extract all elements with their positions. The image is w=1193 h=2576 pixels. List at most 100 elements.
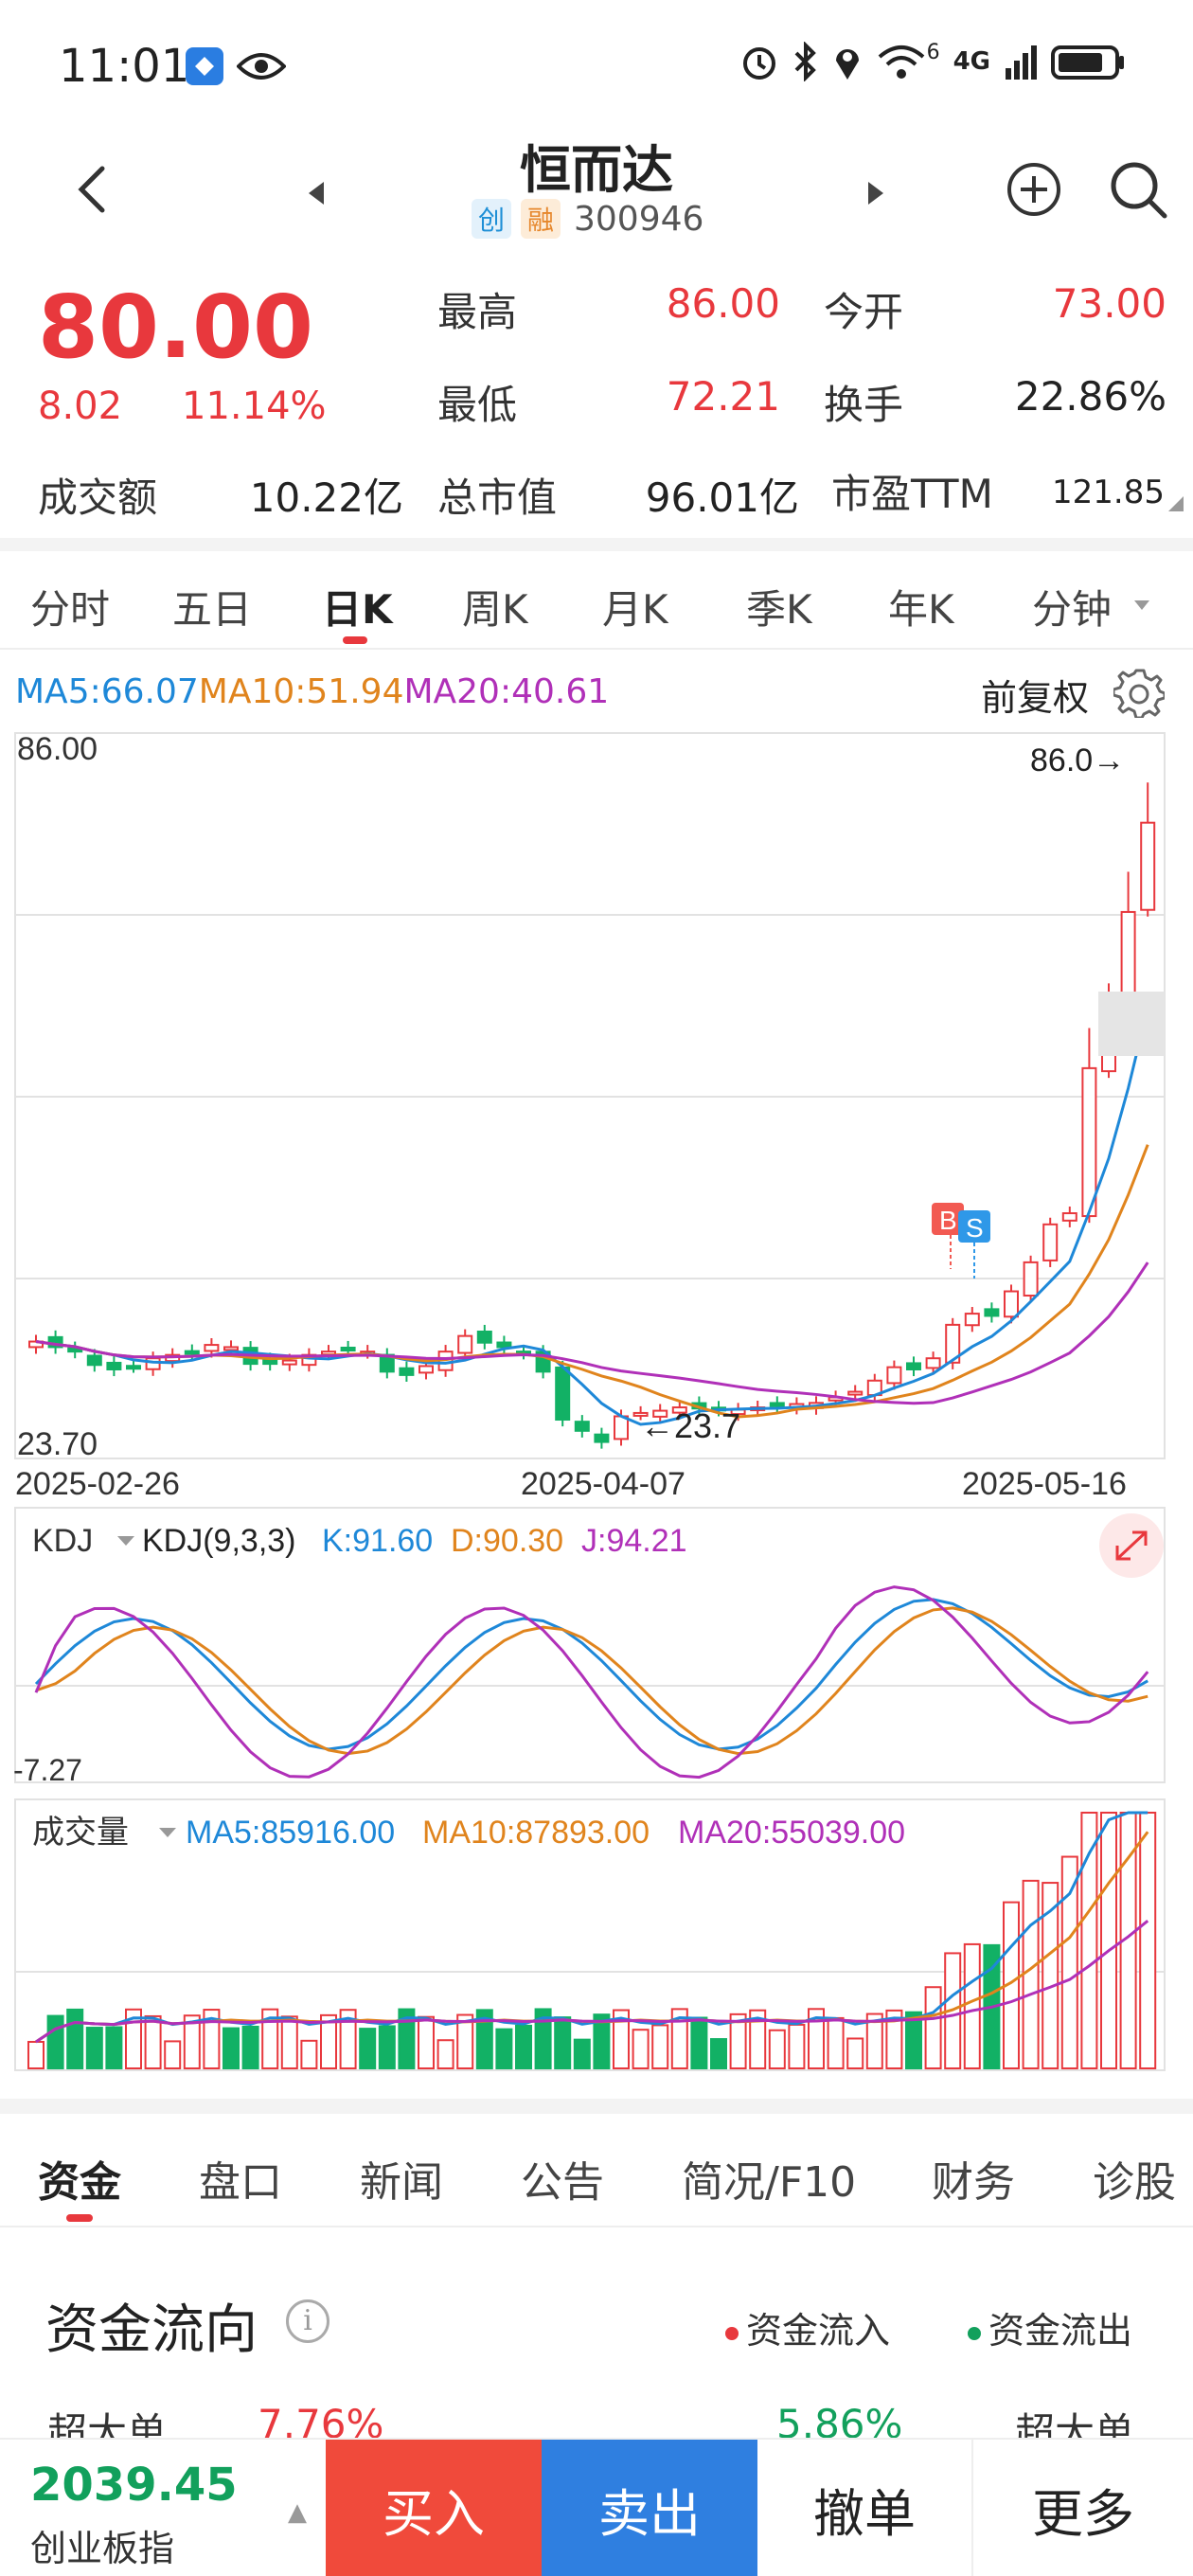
volume-bar	[418, 2015, 435, 2070]
tab-quarterly-k[interactable]: 季K	[746, 586, 812, 633]
volume-bar	[593, 2013, 611, 2070]
candle-body	[1140, 821, 1156, 911]
tab-finance[interactable]: 财务	[932, 2158, 1015, 2207]
candle-body	[67, 1347, 83, 1353]
network-label: 4G	[953, 47, 990, 76]
volume-bar	[515, 2024, 532, 2069]
prev-stock-icon[interactable]	[305, 180, 326, 206]
inflow-dot	[725, 2326, 739, 2340]
tab-profile[interactable]: 简况/F10	[682, 2158, 857, 2207]
kdj-j-line	[34, 1585, 1149, 1780]
kline-chart[interactable]: 86.00 23.70 86.0→ ←23.7 2025-02-26 2025-…	[0, 729, 1193, 2093]
sell-marker[interactable]	[958, 1210, 990, 1243]
candle-body	[457, 1334, 473, 1354]
corner-triangle-icon	[1168, 496, 1184, 511]
volume-dropdown-icon[interactable]	[159, 1828, 176, 1837]
ma-line-20	[35, 1261, 1149, 1405]
candle-body	[262, 1358, 278, 1366]
info-tab-underline	[66, 2214, 93, 2222]
volume-bar	[320, 2013, 337, 2070]
volume-bar	[924, 1986, 942, 2069]
legend-inflow: 资金流入	[725, 2301, 890, 2353]
chart-grid	[14, 732, 1166, 2071]
dropdown-icon[interactable]	[1132, 599, 1151, 612]
index-value[interactable]: 2039.45	[30, 2459, 238, 2512]
candle-body	[886, 1366, 902, 1385]
vol-ma5: MA5:85916.00	[186, 1815, 395, 1851]
tab-monthly-k[interactable]: 月K	[602, 586, 668, 633]
tab-daily-k[interactable]: 日K	[322, 586, 393, 633]
volume-ma-line-20	[35, 1920, 1149, 2044]
volume-bar	[905, 2011, 922, 2070]
date-label-end: 2025-05-16	[962, 1466, 1127, 1502]
buy-marker[interactable]	[932, 1203, 964, 1235]
buy-button[interactable]: 买入	[326, 2440, 542, 2576]
ma10-value: MA10:51.94	[198, 672, 404, 711]
info-icon[interactable]: i	[286, 2299, 329, 2343]
volume-bar	[398, 2008, 416, 2070]
more-button[interactable]: 更多	[1032, 2483, 1134, 2544]
search-icon[interactable]	[1108, 159, 1168, 220]
volume-bar	[1060, 1855, 1078, 2070]
candle-body	[126, 1365, 141, 1370]
volume-title[interactable]: 成交量	[32, 1815, 129, 1851]
app-notification-icon	[186, 47, 223, 85]
volume-bar	[46, 2014, 64, 2070]
adjust-mode[interactable]: 前复权	[981, 677, 1090, 719]
volume-bar	[378, 2025, 396, 2069]
candles	[28, 782, 1156, 1449]
expand-icon	[1115, 1530, 1148, 1561]
index-name[interactable]: 创业板指	[30, 2528, 175, 2569]
price-change: 8.02	[38, 385, 123, 428]
volume-ma-lines	[35, 1811, 1149, 2044]
candle-body	[145, 1357, 161, 1370]
mcap-value: 96.01亿	[645, 474, 799, 521]
kdj-d: D:90.30	[451, 1523, 563, 1559]
volume-bar	[1100, 1812, 1117, 2069]
kdj-j: J:94.21	[581, 1523, 687, 1559]
trade-markers[interactable]: B S	[932, 1203, 990, 1279]
sell-button[interactable]: 卖出	[542, 2440, 757, 2576]
next-stock-icon[interactable]	[866, 180, 887, 206]
back-icon[interactable]	[66, 161, 123, 218]
section-divider	[0, 538, 1193, 551]
alarm-icon	[742, 47, 775, 80]
tab-minute[interactable]: 分钟	[1032, 586, 1113, 633]
tab-intraday[interactable]: 分时	[30, 586, 111, 633]
add-watchlist-icon[interactable]	[1006, 161, 1062, 218]
high-label: 最高	[437, 289, 518, 335]
tab-diagnosis[interactable]: 诊股	[1093, 2158, 1176, 2207]
tab-orderbook[interactable]: 盘口	[199, 2158, 282, 2207]
kdj-k: K:91.60	[322, 1523, 433, 1559]
volume-bar	[827, 2016, 845, 2069]
tab-weekly-k[interactable]: 周K	[462, 586, 528, 633]
candle-body	[652, 1409, 668, 1418]
volume-bar	[1139, 1812, 1157, 2069]
info-tabs: 资金 盘口 新闻 公告 简况/F10 财务 诊股	[0, 2114, 1193, 2227]
candle-body	[399, 1367, 415, 1376]
volume-bar	[300, 2039, 318, 2070]
vol-ma20: MA20:55039.00	[678, 1815, 905, 1851]
volume-bar	[164, 2040, 182, 2069]
fund-flow-title: 资金流向	[45, 2299, 258, 2361]
kdj-title[interactable]: KDJ	[32, 1523, 93, 1559]
volume-bar	[1042, 1882, 1059, 2070]
kdj-dropdown-icon[interactable]	[117, 1536, 134, 1546]
price-max-label: 86.00	[17, 731, 98, 767]
tab-yearly-k[interactable]: 年K	[888, 586, 954, 633]
tab-announcements[interactable]: 公告	[521, 2158, 604, 2207]
tab-news[interactable]: 新闻	[360, 2158, 443, 2207]
buy-marker-label: B	[939, 1206, 957, 1235]
cancel-order-button[interactable]: 撤单	[757, 2440, 973, 2576]
tab-funds[interactable]: 资金	[38, 2158, 121, 2207]
amount-value: 10.22亿	[249, 474, 403, 521]
gear-icon[interactable]	[1113, 667, 1165, 718]
index-up-icon: ▲	[288, 2498, 307, 2527]
bottom-bar: 2039.45 创业板指 ▲ 买入 卖出 撤单 更多	[0, 2438, 1193, 2576]
tab-five-day[interactable]: 五日	[172, 586, 253, 633]
candle-body	[614, 1415, 629, 1440]
wifi-icon	[878, 45, 924, 79]
bluetooth-icon	[794, 42, 816, 81]
kdj-lines	[34, 1585, 1149, 1780]
volume-bar	[690, 2016, 708, 2069]
